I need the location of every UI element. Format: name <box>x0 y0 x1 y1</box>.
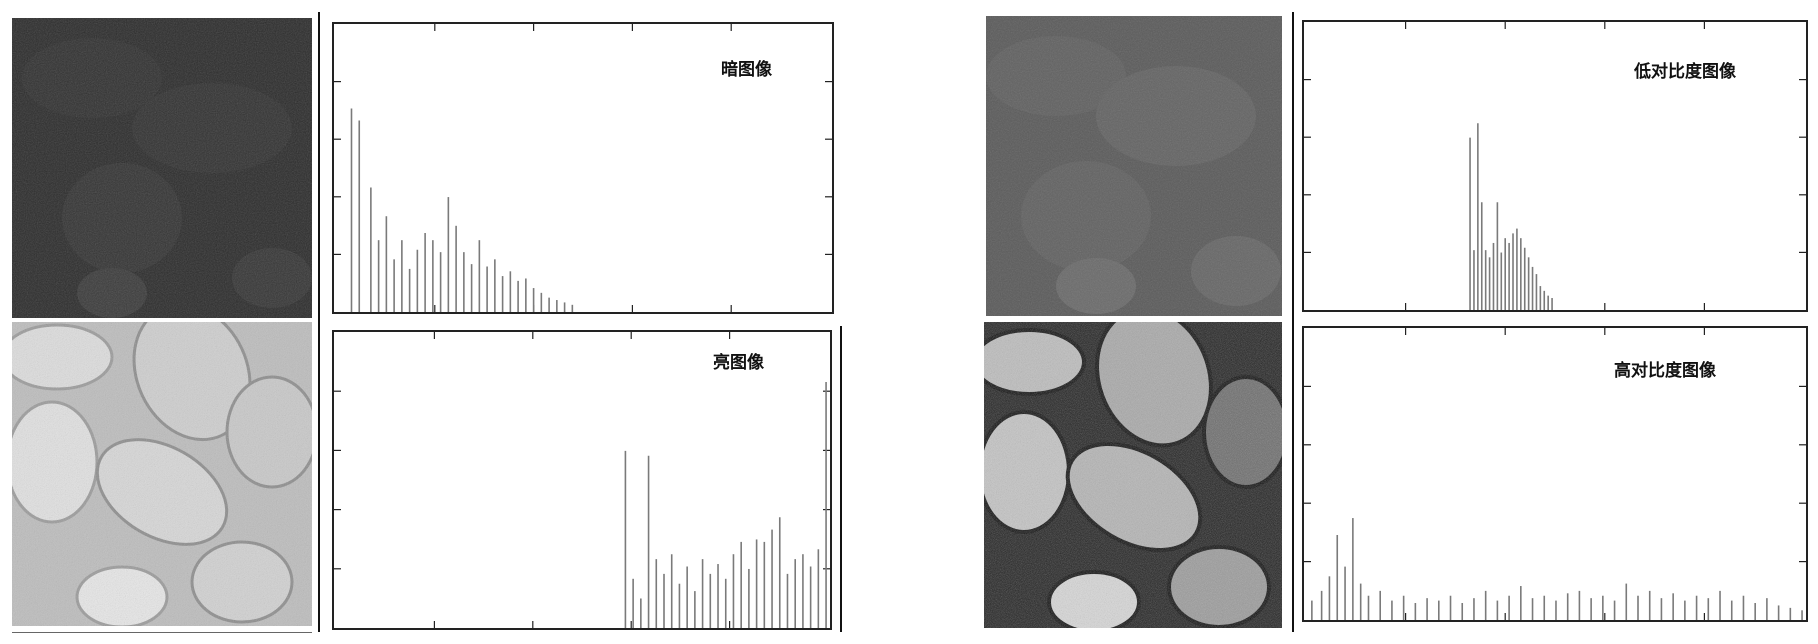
histogram-low-contrast-title: 低对比度图像 <box>1634 62 1736 82</box>
histogram-low-contrast: 低对比度图像 <box>1302 20 1808 312</box>
plot-frame <box>1302 326 1808 622</box>
histogram-dark-title: 暗图像 <box>721 60 772 80</box>
histogram-bright-title: 亮图像 <box>713 353 764 373</box>
dark-image-graphic <box>12 18 312 318</box>
histogram-dark-plot <box>332 22 834 314</box>
bottom-left-rule <box>12 632 312 633</box>
plot-frame <box>1302 20 1808 312</box>
histogram-dark: 暗图像 <box>332 22 834 314</box>
histogram-high-contrast-title: 高对比度图像 <box>1614 361 1716 381</box>
right-divider <box>1292 12 1294 632</box>
left-divider <box>318 12 320 632</box>
bright-image <box>12 322 312 626</box>
histogram-bright-plot <box>332 330 832 630</box>
dark-image <box>12 18 312 318</box>
histogram-bright: 亮图像 <box>332 330 832 630</box>
histogram-low-contrast-plot <box>1302 20 1808 312</box>
histogram-high-contrast: 高对比度图像 <box>1302 326 1808 622</box>
high-contrast-image-graphic <box>984 322 1282 628</box>
plot-frame <box>332 330 832 630</box>
high-contrast-image <box>984 322 1282 628</box>
plot-frame <box>332 22 834 314</box>
histogram-high-contrast-plot <box>1302 326 1808 622</box>
bright-hist-right-edge <box>840 326 842 632</box>
low-contrast-image <box>986 16 1282 316</box>
low-contrast-image-graphic <box>986 16 1282 316</box>
bright-image-graphic <box>12 322 312 626</box>
